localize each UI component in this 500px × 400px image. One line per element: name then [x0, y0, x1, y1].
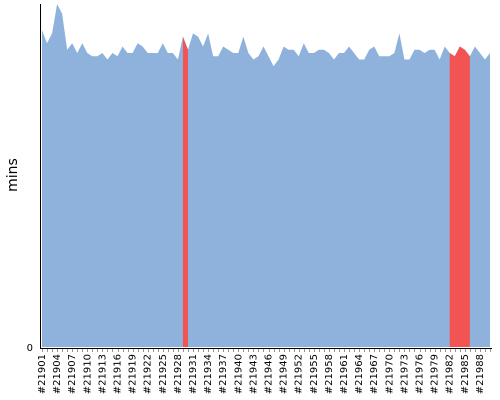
area-series [42, 4, 490, 347]
x-tick-label-17: #21952 [294, 354, 305, 394]
x-tick-label-14: #21943 [248, 354, 259, 394]
x-tick-label-28: #21985 [460, 354, 471, 394]
highlight-region-1 [449, 46, 470, 347]
x-tick-label-5: #21916 [113, 354, 124, 394]
x-tick-label-19: #21958 [324, 354, 335, 394]
x-tick-label-7: #21922 [143, 354, 154, 394]
x-tick-label-3: #21910 [82, 354, 93, 394]
plot-area [42, 4, 490, 348]
x-tick-label-11: #21934 [203, 354, 214, 394]
x-tick-label-29: #21988 [475, 354, 486, 394]
y-axis-title: mins [5, 158, 21, 192]
x-tick-label-9: #21928 [173, 354, 184, 394]
x-tick-label-6: #21919 [128, 354, 139, 394]
x-tick-label-26: #21979 [430, 354, 441, 394]
x-tick-label-12: #21937 [218, 354, 229, 394]
x-tick-label-20: #21961 [339, 354, 350, 394]
x-tick-label-4: #21913 [97, 354, 108, 394]
x-tick-label-1: #21904 [52, 354, 63, 394]
x-tick-label-8: #21925 [158, 354, 169, 394]
x-tick-label-27: #21982 [445, 354, 456, 394]
highlight-region-0 [182, 36, 188, 348]
x-axis-ticks [42, 349, 491, 352]
x-tick-label-23: #21970 [384, 354, 395, 394]
x-tick-label-10: #21931 [188, 354, 199, 394]
x-tick-label-13: #21940 [233, 354, 244, 394]
x-tick-label-21: #21964 [354, 354, 365, 394]
x-tick-label-2: #21907 [67, 354, 78, 394]
x-tick-label-25: #21976 [415, 354, 426, 394]
x-tick-label-15: #21946 [264, 354, 275, 394]
x-tick-label-24: #21973 [399, 354, 410, 394]
y-tick-label-0: 0 [27, 343, 33, 354]
x-axis-labels: #21901 #21904 #21907 #21910 #21913 #21916 #219… [37, 354, 486, 394]
x-tick-label-16: #21949 [279, 354, 290, 394]
x-tick-label-22: #21967 [369, 354, 380, 394]
x-tick-label-18: #21955 [309, 354, 320, 394]
x-tick-label-0: #21901 [37, 354, 48, 394]
